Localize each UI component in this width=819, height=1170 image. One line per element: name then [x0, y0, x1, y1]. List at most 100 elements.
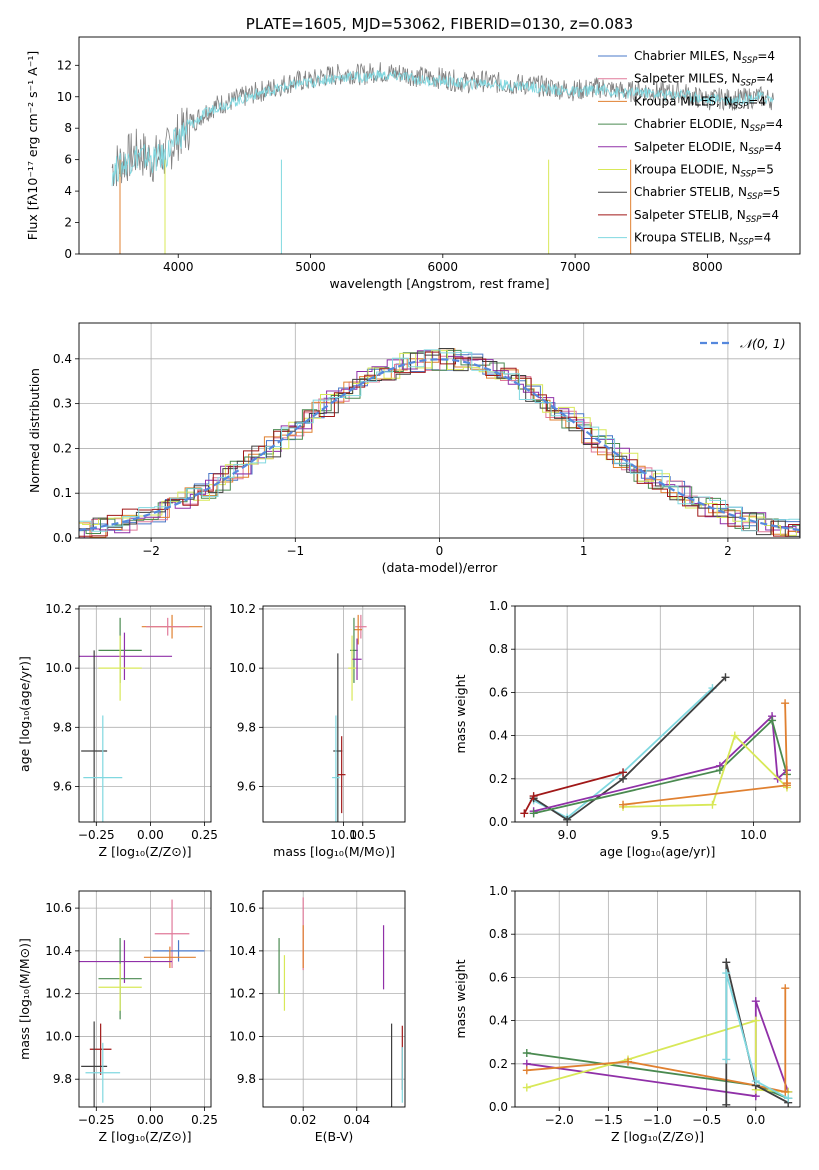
- y-tick-label: 9.8: [53, 720, 72, 734]
- y-tick-label: 0.0: [53, 531, 72, 545]
- weight-marker: [781, 984, 790, 993]
- weight-marker: [522, 1066, 531, 1075]
- x-tick-label: 9.5: [651, 828, 670, 842]
- y-tick-label: 10.6: [45, 901, 72, 915]
- weight-marker: [529, 809, 538, 818]
- y-tick-label: 0: [64, 247, 72, 261]
- x-tick-label: −1.5: [594, 1113, 623, 1127]
- panel-6: −0.25 0.00 0.25 9.8 10.0 10.2 10.4 10.6 Z [log₁₀…: [17, 890, 218, 1144]
- legend-entry: Salpeter STELIB, NSSP=4: [634, 208, 779, 225]
- histogram-9: [79, 349, 800, 532]
- y-tick-label: 8: [64, 121, 72, 135]
- y-tick-label: 1.0: [489, 599, 508, 613]
- panel-3: −0.25 0.00 0.25 9.6 9.8 10.0 10.2 Z [log₁₀(Z/Z⊙…: [17, 602, 218, 859]
- plot-area-7: [263, 891, 405, 1107]
- x-tick-label: 0.04: [343, 1113, 370, 1127]
- y-tick-label: 0.2: [489, 1057, 508, 1071]
- y-tick-label: 9.8: [53, 1072, 72, 1086]
- weight-marker: [768, 716, 777, 725]
- weight-marker: [722, 1055, 731, 1064]
- weight-marker: [529, 792, 538, 801]
- panel-8: −2.0 −1.5 −1.0 −0.5 0.0 0.0 0.2 0.4 0.6 0.8 1.0 Z […: [453, 884, 801, 1144]
- y-tick-label: 0.4: [489, 729, 508, 743]
- weight-marker: [522, 1083, 531, 1092]
- y-tick-label: 1.0: [489, 884, 508, 898]
- axes-frame: [78, 605, 212, 823]
- legend-entry: Chabrier MILES, NSSP=4: [634, 49, 775, 66]
- axes-frame: [262, 605, 406, 823]
- x-axis-label: mass [log₁₀(M/M⊙)]: [273, 844, 395, 859]
- plot-area-1: [111, 62, 774, 254]
- histogram-2: [79, 355, 800, 538]
- weight-marker: [722, 1100, 731, 1107]
- x-tick-label: −2.0: [545, 1113, 574, 1127]
- legend-entry: Chabrier STELIB, NSSP=5: [634, 185, 780, 202]
- y-tick-label: 0.4: [53, 352, 72, 366]
- y-tick-label: 9.8: [237, 720, 256, 734]
- y-tick-label: 2: [64, 216, 72, 230]
- plot-area-3: [79, 606, 211, 822]
- x-tick-label: 2: [724, 544, 732, 558]
- y-tick-label: 10.2: [45, 602, 72, 616]
- y-tick-label: 10.2: [229, 987, 256, 1001]
- y-tick-label: 10.0: [45, 661, 72, 675]
- spectrum-line-1: [111, 62, 774, 187]
- x-tick-label: 0.02: [290, 1113, 317, 1127]
- plot-area-6: [79, 891, 211, 1107]
- weight-line-6: [725, 972, 789, 1100]
- axes-frame: [262, 890, 406, 1108]
- spectrum-line-2: [111, 70, 774, 187]
- weight-line-7: [622, 703, 788, 806]
- y-tick-label: 10: [57, 90, 72, 104]
- x-tick-label: 0.25: [191, 828, 218, 842]
- weight-marker: [708, 800, 717, 809]
- x-tick-label: 10.0: [740, 828, 767, 842]
- legend-entry: 𝒩(0, 1): [740, 336, 786, 351]
- histogram-6: [79, 350, 800, 536]
- weight-marker: [520, 809, 529, 818]
- legend-entry: Salpeter ELODIE, NSSP=4: [634, 140, 782, 157]
- panel-5: 9.0 9.5 10.0 0.0 0.2 0.4 0.6 0.8 1.0 age [log₁₀(a…: [453, 599, 801, 859]
- weight-marker: [722, 969, 731, 978]
- panel-1: 4000 5000 6000 7000 8000 0 2 4 6 8 10 12 wavelength …: [25, 15, 801, 291]
- weight-marker: [751, 1077, 760, 1086]
- y-axis-label: mass weight: [453, 674, 468, 753]
- y-tick-label: 10.0: [229, 661, 256, 675]
- y-tick-label: 10.0: [229, 1029, 256, 1043]
- weight-marker: [781, 699, 790, 708]
- legend-entry: Kroupa ELODIE, NSSP=5: [634, 163, 774, 180]
- x-tick-label: −0.5: [692, 1113, 721, 1127]
- legend-entry: Chabrier ELODIE, NSSP=4: [634, 117, 783, 134]
- y-tick-label: 10.6: [229, 901, 256, 915]
- weight-marker: [782, 779, 791, 788]
- y-tick-label: 0.8: [489, 642, 508, 656]
- x-tick-label: 7000: [560, 260, 591, 274]
- legend: Chabrier MILES, NSSP=4 Salpeter MILES, NS…: [598, 49, 783, 248]
- weight-line-1: [533, 687, 714, 819]
- y-tick-label: 6: [64, 153, 72, 167]
- x-axis-label: E(B-V): [315, 1129, 354, 1144]
- y-tick-label: 0.2: [489, 772, 508, 786]
- y-tick-label: 10.2: [229, 602, 256, 616]
- x-tick-label: 4000: [163, 260, 194, 274]
- y-tick-label: 0.2: [53, 441, 72, 455]
- histogram-4: [79, 349, 800, 534]
- weight-marker: [522, 1049, 531, 1057]
- x-tick-label: 0.00: [137, 828, 164, 842]
- histogram-8: [79, 351, 800, 537]
- x-tick-label: 0.0: [746, 1113, 765, 1127]
- weight-marker: [730, 731, 739, 740]
- histogram-3: [79, 348, 800, 538]
- y-tick-label: 0.3: [53, 397, 72, 411]
- weight-marker: [624, 1057, 633, 1066]
- weight-line-5: [533, 718, 788, 815]
- y-tick-label: 9.6: [53, 779, 72, 793]
- y-tick-label: 0.8: [489, 927, 508, 941]
- legend-entry: Kroupa STELIB, NSSP=4: [634, 231, 771, 248]
- x-tick-label: −0.25: [78, 1113, 115, 1127]
- legend-entry: Kroupa MILES, NSSP=4: [634, 94, 766, 111]
- weight-marker: [751, 1016, 760, 1025]
- y-tick-label: 0.4: [489, 1014, 508, 1028]
- y-tick-label: 10.0: [45, 1029, 72, 1043]
